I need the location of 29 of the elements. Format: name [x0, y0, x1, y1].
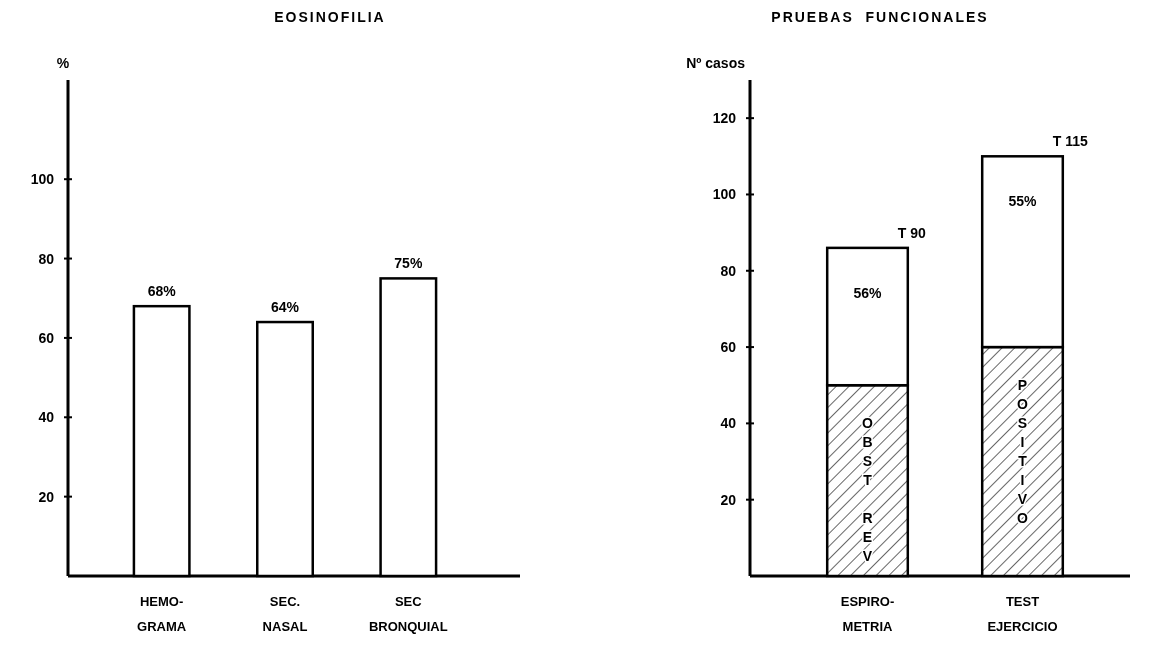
y-tick-label: 60 — [720, 339, 737, 356]
total-label: T 115 — [1052, 133, 1089, 150]
annotation: 55% — [1008, 193, 1038, 210]
data-label: 75% — [394, 255, 423, 272]
data-label: 68% — [147, 283, 177, 300]
x-tick-label: HEMO- GRAMA — [137, 594, 187, 634]
y-tick-label: 100 — [30, 171, 55, 188]
data-label: 64% — [270, 299, 300, 316]
y-axis-title: % — [56, 55, 70, 71]
annotation: 56% — [853, 284, 883, 301]
y-tick-label: 40 — [720, 415, 737, 432]
y-tick-label: 120 — [712, 110, 737, 127]
y-tick-label: 80 — [720, 262, 737, 279]
annotation: POSITIVO — [1014, 377, 1031, 530]
x-tick-label: ESPIRO- METRIA — [840, 594, 895, 634]
y-tick-label: 20 — [720, 491, 737, 508]
total-label: T 90 — [897, 224, 927, 241]
chart-title: EOSINOFILIA — [274, 9, 386, 25]
annotation: OBST REV — [859, 415, 876, 568]
y-tick-label: 100 — [712, 186, 737, 203]
y-tick-label: 80 — [38, 250, 55, 267]
y-axis-title: Nº casos — [686, 55, 746, 71]
x-tick-label: SEC BRONQUIAL — [368, 594, 448, 634]
chart-title: PRUEBAS FUNCIONALES — [771, 9, 989, 25]
x-tick-label: TEST EJERCICIO — [987, 594, 1058, 634]
y-tick-label: 40 — [38, 409, 55, 426]
x-tick-label: SEC. NASAL — [262, 594, 308, 634]
y-tick-label: 20 — [38, 488, 55, 505]
y-tick-label: 60 — [38, 329, 55, 346]
